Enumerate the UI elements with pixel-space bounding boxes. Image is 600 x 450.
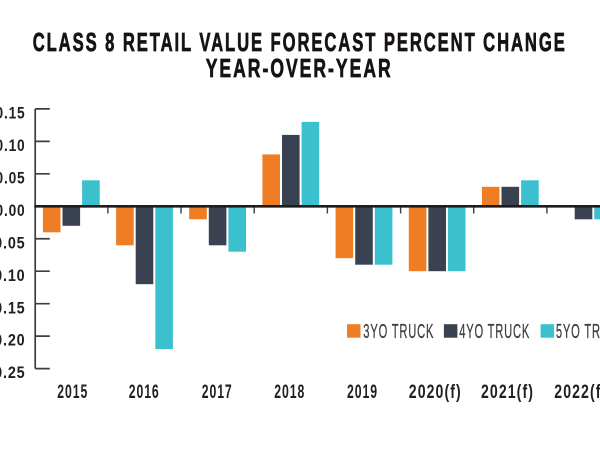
svg-text:0.15: 0.15 [0,104,26,123]
svg-text:2021(f): 2021(f) [481,381,534,403]
svg-text:0.00: 0.00 [0,201,26,220]
svg-text:2018: 2018 [274,381,305,403]
svg-text:2020(f): 2020(f) [409,381,462,403]
svg-text:-0.20: -0.20 [0,331,26,350]
svg-text:-0.05: -0.05 [0,233,26,252]
svg-text:2015: 2015 [57,381,88,403]
svg-text:CLASS 8 RETAIL VALUE FORECAST: CLASS 8 RETAIL VALUE FORECAST PERCENT CH… [33,27,567,57]
svg-text:2019: 2019 [347,381,378,403]
svg-text:-0.15: -0.15 [0,298,26,317]
svg-text:2017: 2017 [202,381,233,403]
svg-text:0.10: 0.10 [0,136,26,155]
svg-text:-0.10: -0.10 [0,266,26,285]
svg-text:5YO TRUCK: 5YO TRUCK [556,320,600,343]
svg-text:-0.25: -0.25 [0,363,26,382]
svg-text:3YO TRUCK: 3YO TRUCK [363,320,434,343]
svg-text:4YO TRUCK: 4YO TRUCK [459,320,530,343]
svg-text:2022(f): 2022(f) [554,381,600,403]
svg-text:0.05: 0.05 [0,168,26,187]
svg-text:2016: 2016 [129,381,160,403]
svg-text:YEAR-OVER-YEAR: YEAR-OVER-YEAR [206,53,393,83]
